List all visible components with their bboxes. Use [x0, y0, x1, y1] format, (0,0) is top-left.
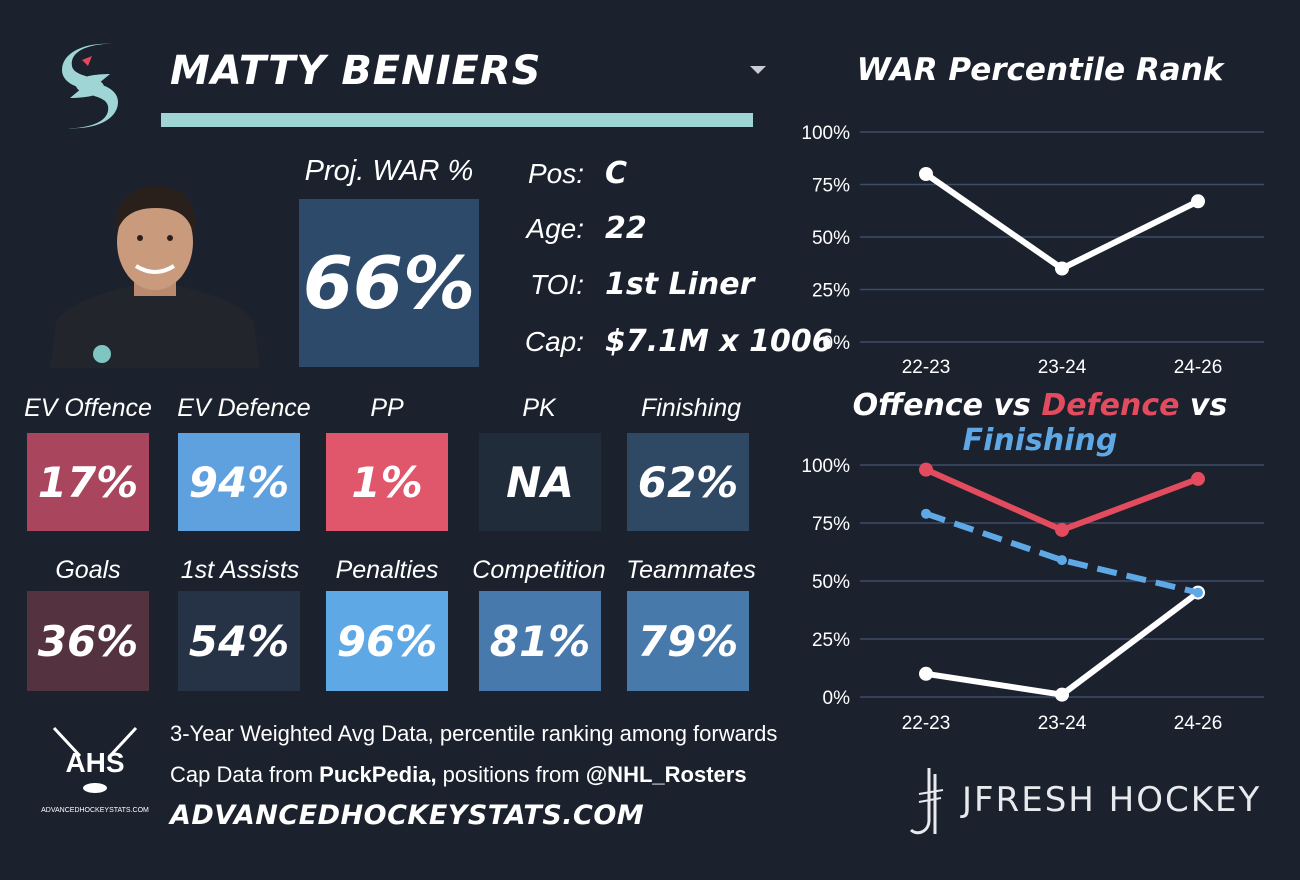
war-percentile-chart: 0% 25% 50% 75% 100% 22-23 23-24 24-26 [801, 123, 1264, 378]
ev-offence-tile: 17% [27, 433, 149, 531]
y-tick-label: 25% [812, 281, 850, 302]
jfresh-logo-icon [909, 768, 944, 835]
site-url[interactable]: ADVANCEDHOCKEYSTATS.COM [170, 800, 645, 831]
series-line [924, 466, 1200, 533]
penalties-tile: 96% [326, 591, 448, 691]
x-tick-label: 24-26 [1174, 357, 1223, 378]
player-photo [50, 186, 260, 368]
data-point [919, 462, 933, 477]
offence-defence-finishing-chart: 0% 25% 50% 75% 100% 22-23 23-24 24-26 [801, 456, 1264, 734]
finishing-tile: 62% [627, 433, 749, 531]
x-tick-label: 23-24 [1038, 713, 1087, 734]
name-underline [161, 113, 753, 127]
y-tick-label: 100% [801, 123, 850, 144]
footer-note-2-mid: positions from [436, 762, 586, 787]
chart2-title-vs2: vs [1189, 388, 1228, 423]
cap-value: $7.1M x 1006 [605, 324, 833, 359]
ahs-logo: AHS ADVANCEDHOCKEYSTATS.COM [41, 726, 149, 814]
pp-label: PP [370, 394, 404, 422]
competition-label: Competition [472, 556, 606, 584]
data-point [1057, 555, 1067, 566]
teammates-label: Teammates [626, 556, 756, 584]
ev-defence-label: EV Defence [177, 394, 311, 422]
x-tick-label: 22-23 [902, 357, 951, 378]
y-tick-label: 0% [823, 688, 851, 709]
chart1-title: WAR Percentile Rank [856, 52, 1224, 88]
series-line [925, 510, 1199, 596]
data-point [1191, 471, 1205, 486]
brand-text: JFRESH HOCKEY [962, 780, 1262, 820]
data-point [921, 508, 931, 519]
footer-note-2-prefix: Cap Data from [170, 762, 320, 787]
goals-label: Goals [55, 556, 121, 584]
data-point [1193, 587, 1203, 598]
ahs-logo-text: AHS [65, 747, 124, 778]
series-line [925, 590, 1200, 698]
footer-note-1: 3-Year Weighted Avg Data, percentile ran… [170, 721, 778, 746]
chart2-title-finishing: Finishing [962, 423, 1118, 458]
footer-note-2: Cap Data from PuckPedia, positions from … [170, 762, 747, 788]
player-name: MATTY BENIERS [170, 48, 542, 94]
age-label: Age: [526, 213, 584, 244]
y-tick-label: 50% [812, 228, 850, 249]
y-tick-label: 25% [812, 630, 850, 651]
toi-value: 1st Liner [605, 267, 755, 302]
proj-war-value: 66% [299, 199, 479, 367]
penalties-label: Penalties [335, 556, 439, 584]
pos-label: Pos: [527, 158, 584, 189]
pp-tile: 1% [326, 433, 448, 531]
competition-tile: 81% [479, 591, 601, 691]
teammates-tile: 79% [627, 591, 749, 691]
y-tick-label: 75% [812, 514, 850, 535]
nhl-rosters-credit: @NHL_Rosters [585, 762, 747, 787]
pk-tile: NA [479, 433, 601, 531]
y-tick-label: 75% [812, 176, 850, 197]
x-tick-label: 23-24 [1038, 357, 1087, 378]
y-tick-label: 0% [823, 333, 851, 354]
proj-war-label: Proj. WAR % [304, 155, 474, 187]
player-dropdown-icon[interactable] [750, 66, 766, 74]
data-point [919, 666, 933, 681]
chart2-title-vs1: vs [993, 388, 1031, 423]
goals-tile: 36% [27, 591, 149, 691]
cap-label: Cap: [524, 326, 584, 357]
first-assists-tile: 54% [178, 591, 300, 691]
data-point [1191, 194, 1205, 209]
ev-offence-label: EV Offence [24, 394, 152, 422]
pk-label: PK [522, 394, 556, 422]
data-point [1055, 522, 1069, 537]
puckpedia-credit: PuckPedia, [319, 762, 437, 787]
toi-label: TOI: [530, 269, 584, 300]
data-point [1055, 687, 1069, 702]
age-value: 22 [605, 211, 647, 246]
pos-value: C [605, 156, 628, 191]
team-logo [62, 43, 118, 129]
first-assists-label: 1st Assists [180, 556, 300, 584]
finishing-label: Finishing [640, 394, 742, 422]
chart2-title: Offence vs Defence vs Finishing [800, 388, 1280, 458]
chart2-title-offence: Offence [852, 388, 983, 423]
data-point [1055, 261, 1069, 276]
chart2-title-defence: Defence [1041, 388, 1180, 423]
y-tick-label: 50% [812, 572, 850, 593]
x-tick-label: 22-23 [902, 713, 951, 734]
y-tick-label: 100% [801, 456, 850, 477]
data-point [919, 167, 933, 181]
ahs-logo-small-text: ADVANCEDHOCKEYSTATS.COM [41, 807, 149, 814]
ev-defence-tile: 94% [178, 433, 300, 531]
x-tick-label: 24-26 [1174, 713, 1223, 734]
series-line [924, 171, 1200, 272]
